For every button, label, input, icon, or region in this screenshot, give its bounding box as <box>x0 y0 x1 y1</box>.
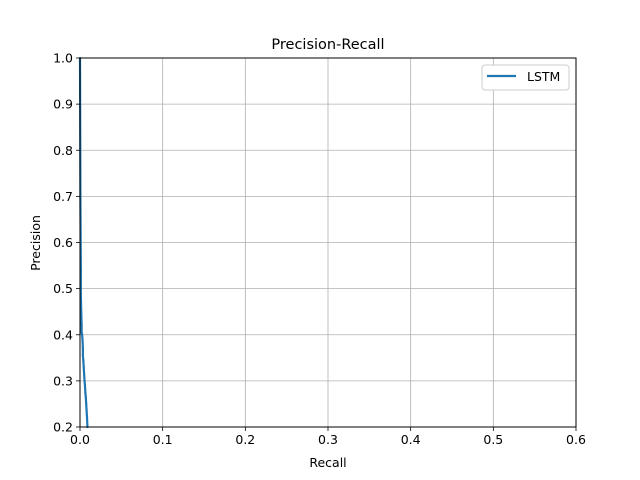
x-tick-label: 0.2 <box>235 432 255 447</box>
data-point <box>86 410 88 412</box>
data-point <box>85 396 87 398</box>
x-tick-label: 0.3 <box>318 432 338 447</box>
y-tick-label: 0.6 <box>53 235 73 250</box>
data-point <box>81 324 83 326</box>
y-tick-label: 0.7 <box>53 189 73 204</box>
data-point <box>85 403 87 405</box>
data-point <box>83 373 85 375</box>
x-tick-label: 0.6 <box>566 432 586 447</box>
data-point <box>86 417 88 419</box>
data-point <box>83 366 85 368</box>
y-axis-label: Precision <box>28 215 43 271</box>
chart-title: Precision-Recall <box>271 37 384 53</box>
x-tick-label: 0.0 <box>70 432 90 447</box>
legend-label-lstm: LSTM <box>527 69 560 84</box>
data-point <box>84 384 86 386</box>
y-tick-label: 0.4 <box>53 327 73 342</box>
data-point <box>81 334 83 336</box>
x-tick-label: 0.4 <box>401 432 421 447</box>
data-point <box>81 331 83 333</box>
data-point <box>82 347 84 349</box>
y-tick-label: 0.5 <box>53 281 73 296</box>
data-point <box>82 354 84 356</box>
x-axis-label: Recall <box>309 455 346 470</box>
data-point <box>81 338 83 340</box>
data-point <box>84 391 86 393</box>
x-tick-label: 0.1 <box>153 432 173 447</box>
y-tick-label: 0.9 <box>53 97 73 112</box>
x-tick-label: 0.5 <box>483 432 503 447</box>
y-tick-label: 1.0 <box>53 51 73 66</box>
data-point <box>83 380 85 382</box>
y-tick-label: 0.2 <box>53 420 73 435</box>
y-tick-label: 0.8 <box>53 143 73 158</box>
y-tick-label: 0.3 <box>53 373 73 388</box>
legend: LSTM <box>482 65 569 90</box>
data-point <box>82 359 84 361</box>
